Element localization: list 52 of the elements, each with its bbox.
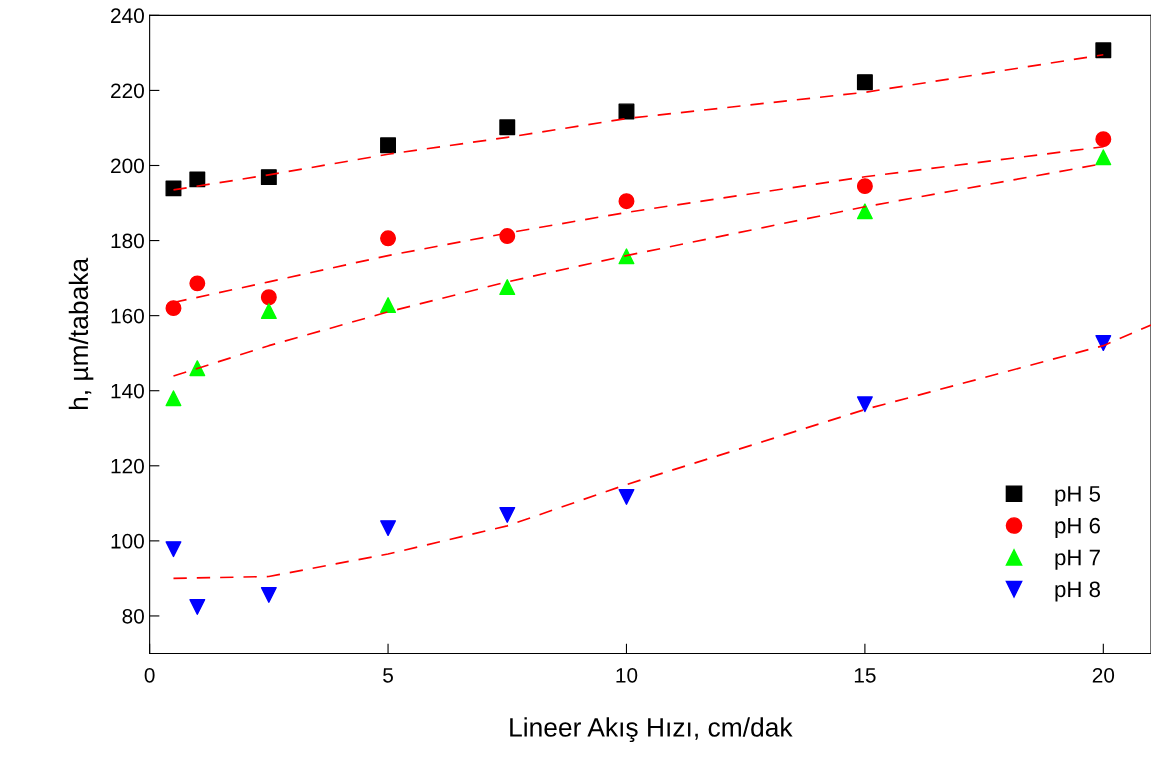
y-tick-label: 100 <box>111 533 144 549</box>
point <box>380 297 397 314</box>
legend-label: pH 6 <box>1055 517 1100 538</box>
y-tick-label: 180 <box>111 233 144 249</box>
y-tick-label: 200 <box>111 158 144 174</box>
point <box>618 248 635 265</box>
point <box>260 586 277 603</box>
point <box>380 137 397 154</box>
x-tick-label: 20 <box>1092 667 1115 683</box>
legend-label: pH 7 <box>1055 549 1100 570</box>
point <box>499 279 516 296</box>
y-tick-label: 160 <box>111 308 144 324</box>
point <box>1095 149 1112 166</box>
y-tick-label: 220 <box>111 83 144 99</box>
point <box>618 488 635 505</box>
point <box>189 360 206 377</box>
point <box>618 103 635 120</box>
x-axis-title: Lineer Akış Hızı, cm/dak <box>510 717 793 743</box>
x-tick-label: 15 <box>854 668 876 683</box>
point <box>189 598 206 615</box>
y-tick-label: 140 <box>111 383 144 399</box>
point <box>856 203 873 220</box>
point <box>1095 42 1112 59</box>
point <box>380 520 397 537</box>
point <box>499 119 516 136</box>
point <box>499 506 516 523</box>
point <box>260 303 277 320</box>
y-axis-title: h, µm/tabaka <box>68 257 94 410</box>
point <box>856 74 873 91</box>
point <box>189 275 206 292</box>
point <box>618 193 635 210</box>
legend-label: pH 8 <box>1055 581 1100 602</box>
x-tick-label: 5 <box>383 668 393 683</box>
point <box>260 289 277 306</box>
point <box>165 541 182 558</box>
line-series <box>172 324 1151 580</box>
y-tick-label: 120 <box>111 458 144 474</box>
point <box>165 390 182 407</box>
point <box>1095 131 1112 148</box>
point <box>260 169 277 186</box>
point <box>499 228 516 245</box>
point <box>189 171 206 188</box>
point <box>165 300 182 317</box>
x-tick-label: 0 <box>144 667 155 683</box>
y-tick-label: 80 <box>122 608 144 624</box>
point <box>856 178 873 195</box>
legend-label: pH 5 <box>1055 486 1101 507</box>
y-tick-label: 240 <box>111 8 144 24</box>
point <box>856 396 873 413</box>
x-tick-label: 10 <box>616 667 638 683</box>
point <box>165 180 182 197</box>
point <box>380 230 397 247</box>
